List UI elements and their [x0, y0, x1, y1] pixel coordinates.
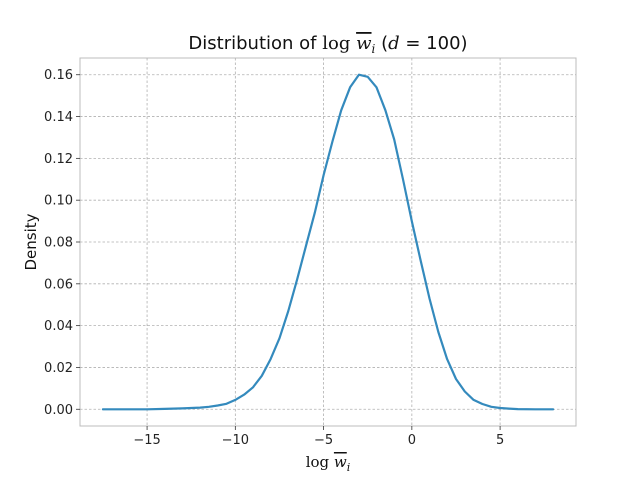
x-axis-ticks: −15 −10 −5 0 5	[133, 426, 504, 448]
y-axis-ticks: 0.00 0.02 0.04 0.06 0.08 0.10 0.12 0.14 0.16	[44, 68, 80, 418]
x-tick-label: 0	[408, 433, 416, 448]
y-tick-label: 0.08	[44, 236, 73, 251]
y-axis-label: Density	[22, 213, 40, 270]
y-tick-label: 0.14	[44, 110, 73, 125]
x-tick-label: 5	[496, 433, 504, 448]
x-tick-label: −15	[133, 433, 160, 448]
y-tick-label: 0.04	[44, 319, 73, 334]
y-tick-label: 0.16	[44, 68, 73, 83]
chart-title: Distribution of log wi (d = 100)	[188, 33, 467, 56]
density-line	[101, 73, 555, 411]
y-tick-label: 0.00	[44, 403, 73, 418]
x-tick-label: −10	[222, 433, 249, 448]
x-tick-label: −5	[314, 433, 333, 448]
x-axis-label: log wi	[306, 453, 351, 474]
y-tick-label: 0.12	[44, 152, 73, 167]
y-tick-label: 0.02	[44, 361, 73, 376]
y-tick-label: 0.10	[44, 194, 73, 209]
y-tick-label: 0.06	[44, 277, 73, 292]
